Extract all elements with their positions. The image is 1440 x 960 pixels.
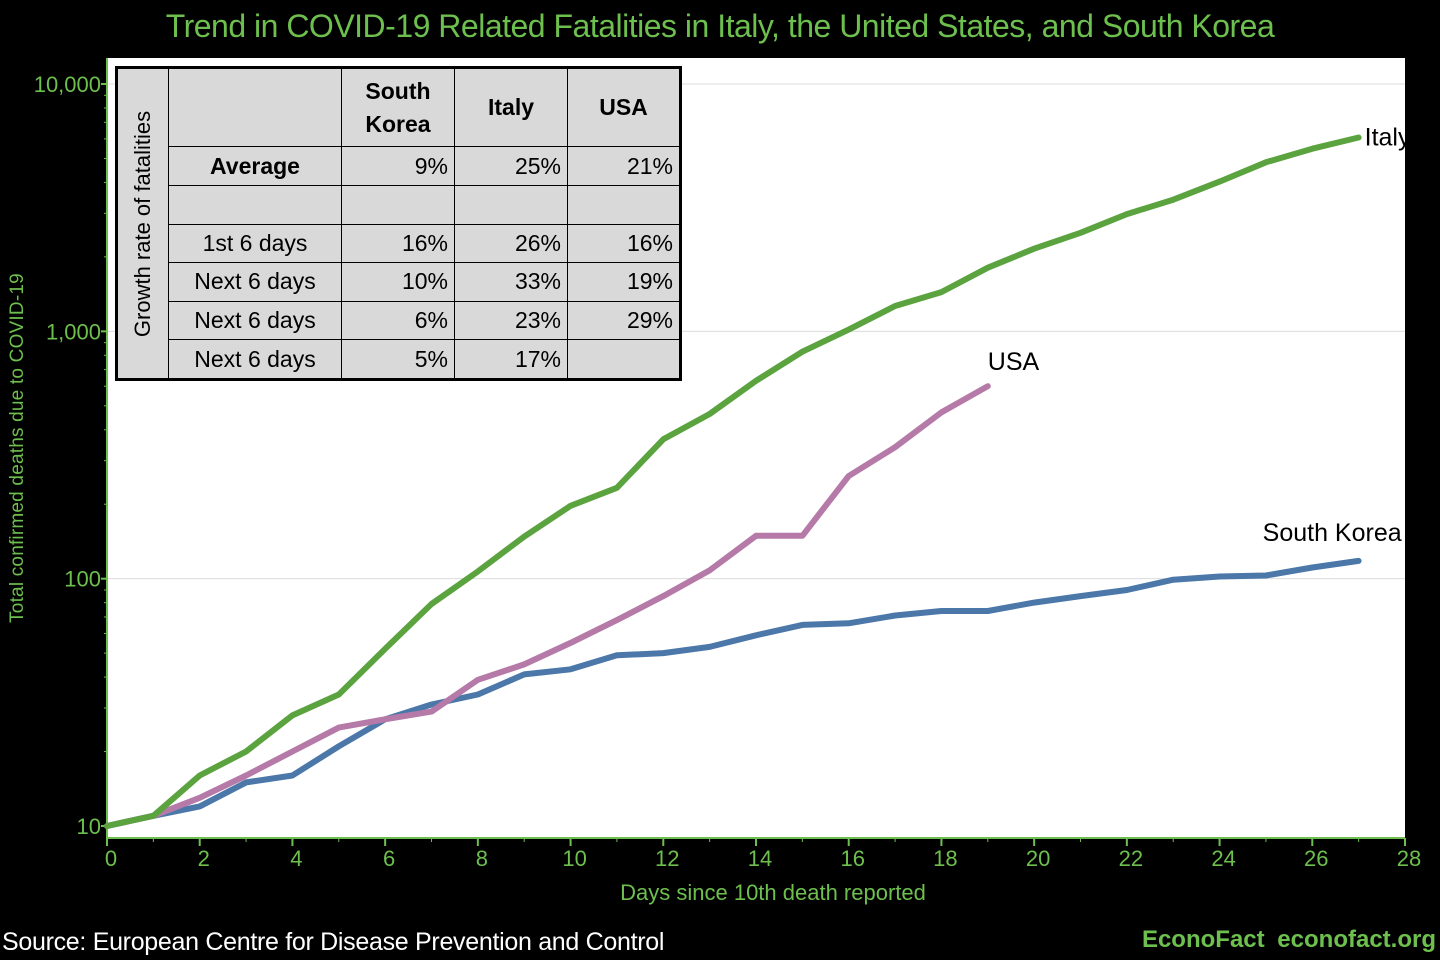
series-line-italy bbox=[104, 134, 1362, 829]
y-tick-label: 10,000 bbox=[34, 72, 101, 97]
x-tick-label: 10 bbox=[562, 846, 586, 871]
y-axis-label: Total confirmed deaths due to COVID-19 bbox=[7, 273, 28, 623]
table-row: Next 6 days 6% 23% 29% bbox=[117, 300, 681, 341]
series-line-south-korea bbox=[104, 557, 1362, 829]
series-lines bbox=[104, 134, 1362, 829]
x-tick-label: 4 bbox=[290, 846, 302, 871]
x-tick-label: 2 bbox=[198, 846, 210, 871]
table-cell: 29% bbox=[567, 300, 681, 341]
table-row: Next 6 days 10% 33% 19% bbox=[117, 262, 681, 302]
x-tick-label: 16 bbox=[840, 846, 864, 871]
y-tick-label: 10 bbox=[77, 814, 101, 839]
table-row-label bbox=[168, 185, 342, 225]
series-label-usa: USA bbox=[988, 348, 1040, 376]
table-row: Next 6 days 5% 17% bbox=[117, 339, 681, 380]
x-tick-label: 22 bbox=[1119, 846, 1143, 871]
x-tick-label: 6 bbox=[383, 846, 395, 871]
table-cell: 9% bbox=[341, 146, 455, 186]
brand-logo-text: EconoFact econofact.org bbox=[1141, 926, 1436, 953]
table-cell: 6% bbox=[341, 300, 455, 341]
x-tick-label: 18 bbox=[933, 846, 957, 871]
x-tick-label: 8 bbox=[476, 846, 488, 871]
table-cell bbox=[454, 185, 568, 225]
table-row-label: Next 6 days bbox=[168, 300, 342, 341]
table-cell: 26% bbox=[454, 223, 568, 264]
x-tick-label: 24 bbox=[1211, 846, 1235, 871]
chart-title: Trend in COVID-19 Related Fatalities in … bbox=[165, 8, 1275, 44]
series-labels: Italy USA South Korea bbox=[988, 124, 1411, 547]
table-header-usa: USA bbox=[567, 66, 681, 148]
table-row-label: Next 6 days bbox=[168, 262, 342, 302]
growth-rate-table: Growth rate of fatalities South Korea Ita… bbox=[115, 66, 682, 381]
table-row-label: Average bbox=[168, 146, 342, 186]
table-cell: 16% bbox=[341, 223, 455, 264]
table-row-label: 1st 6 days bbox=[168, 223, 342, 264]
table-row: Average 9% 25% 21% bbox=[117, 146, 681, 186]
table-cell bbox=[341, 185, 455, 225]
table-vertical-label-cell: Growth rate of fatalities bbox=[116, 67, 169, 380]
table-cell: 19% bbox=[567, 262, 681, 302]
table-cell bbox=[567, 185, 681, 225]
table-corner-cell bbox=[168, 66, 342, 148]
table-cell: 25% bbox=[454, 146, 568, 186]
series-label-italy: Italy bbox=[1365, 124, 1411, 152]
table-cell: 10% bbox=[341, 262, 455, 302]
y-tick-label: 100 bbox=[64, 567, 101, 592]
table-vertical-label: Growth rate of fatalities bbox=[130, 110, 155, 337]
table-cell: 33% bbox=[454, 262, 568, 302]
x-tick-label: 26 bbox=[1304, 846, 1328, 871]
x-tick-label: 14 bbox=[748, 846, 772, 871]
table-cell: 16% bbox=[567, 223, 681, 264]
table-cell: 23% bbox=[454, 300, 568, 341]
table-header-south-korea: South Korea bbox=[341, 66, 455, 148]
y-tick-label: 1,000 bbox=[46, 319, 101, 344]
table-cell: 17% bbox=[454, 339, 568, 380]
x-tick-label: 20 bbox=[1026, 846, 1050, 871]
x-tick-label: 12 bbox=[655, 846, 679, 871]
x-tick-label: 0 bbox=[105, 846, 117, 871]
x-axis-label: Days since 10th death reported bbox=[620, 880, 926, 905]
table-header-row: Growth rate of fatalities South Korea Ita… bbox=[116, 66, 681, 380]
table-row-label: Next 6 days bbox=[168, 339, 342, 380]
table-row-spacer bbox=[117, 185, 681, 225]
table-cell: 21% bbox=[567, 146, 681, 186]
table-header-italy: Italy bbox=[454, 66, 568, 148]
x-tick-label: 28 bbox=[1397, 846, 1421, 871]
series-label-south-korea: South Korea bbox=[1263, 519, 1402, 547]
series-line-usa bbox=[104, 383, 991, 829]
source-note: Source: European Centre for Disease Prev… bbox=[2, 928, 665, 956]
table-cell: 5% bbox=[341, 339, 455, 380]
table-row: 1st 6 days 16% 26% 16% bbox=[117, 223, 681, 264]
table-cell bbox=[567, 339, 681, 380]
